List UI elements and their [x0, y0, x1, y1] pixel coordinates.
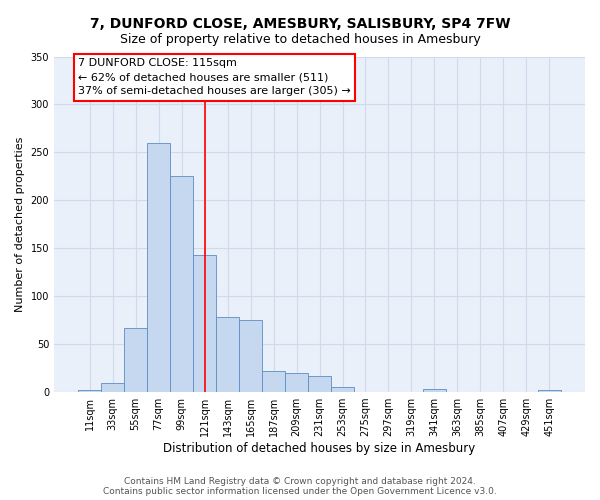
- Bar: [239, 320, 262, 392]
- Bar: [216, 318, 239, 392]
- Bar: [262, 371, 285, 392]
- Bar: [124, 328, 147, 392]
- Bar: [170, 176, 193, 392]
- Bar: [101, 384, 124, 392]
- Bar: [308, 376, 331, 392]
- Bar: [331, 388, 354, 392]
- Bar: [285, 373, 308, 392]
- Y-axis label: Number of detached properties: Number of detached properties: [15, 136, 25, 312]
- Bar: [538, 390, 561, 392]
- Text: 7 DUNFORD CLOSE: 115sqm
← 62% of detached houses are smaller (511)
37% of semi-d: 7 DUNFORD CLOSE: 115sqm ← 62% of detache…: [78, 58, 351, 96]
- Bar: [78, 390, 101, 392]
- Bar: [193, 255, 216, 392]
- Text: 7, DUNFORD CLOSE, AMESBURY, SALISBURY, SP4 7FW: 7, DUNFORD CLOSE, AMESBURY, SALISBURY, S…: [90, 18, 510, 32]
- Bar: [147, 143, 170, 392]
- X-axis label: Distribution of detached houses by size in Amesbury: Distribution of detached houses by size …: [163, 442, 476, 455]
- Bar: [423, 389, 446, 392]
- Text: Size of property relative to detached houses in Amesbury: Size of property relative to detached ho…: [119, 32, 481, 46]
- Text: Contains HM Land Registry data © Crown copyright and database right 2024.
Contai: Contains HM Land Registry data © Crown c…: [103, 476, 497, 496]
